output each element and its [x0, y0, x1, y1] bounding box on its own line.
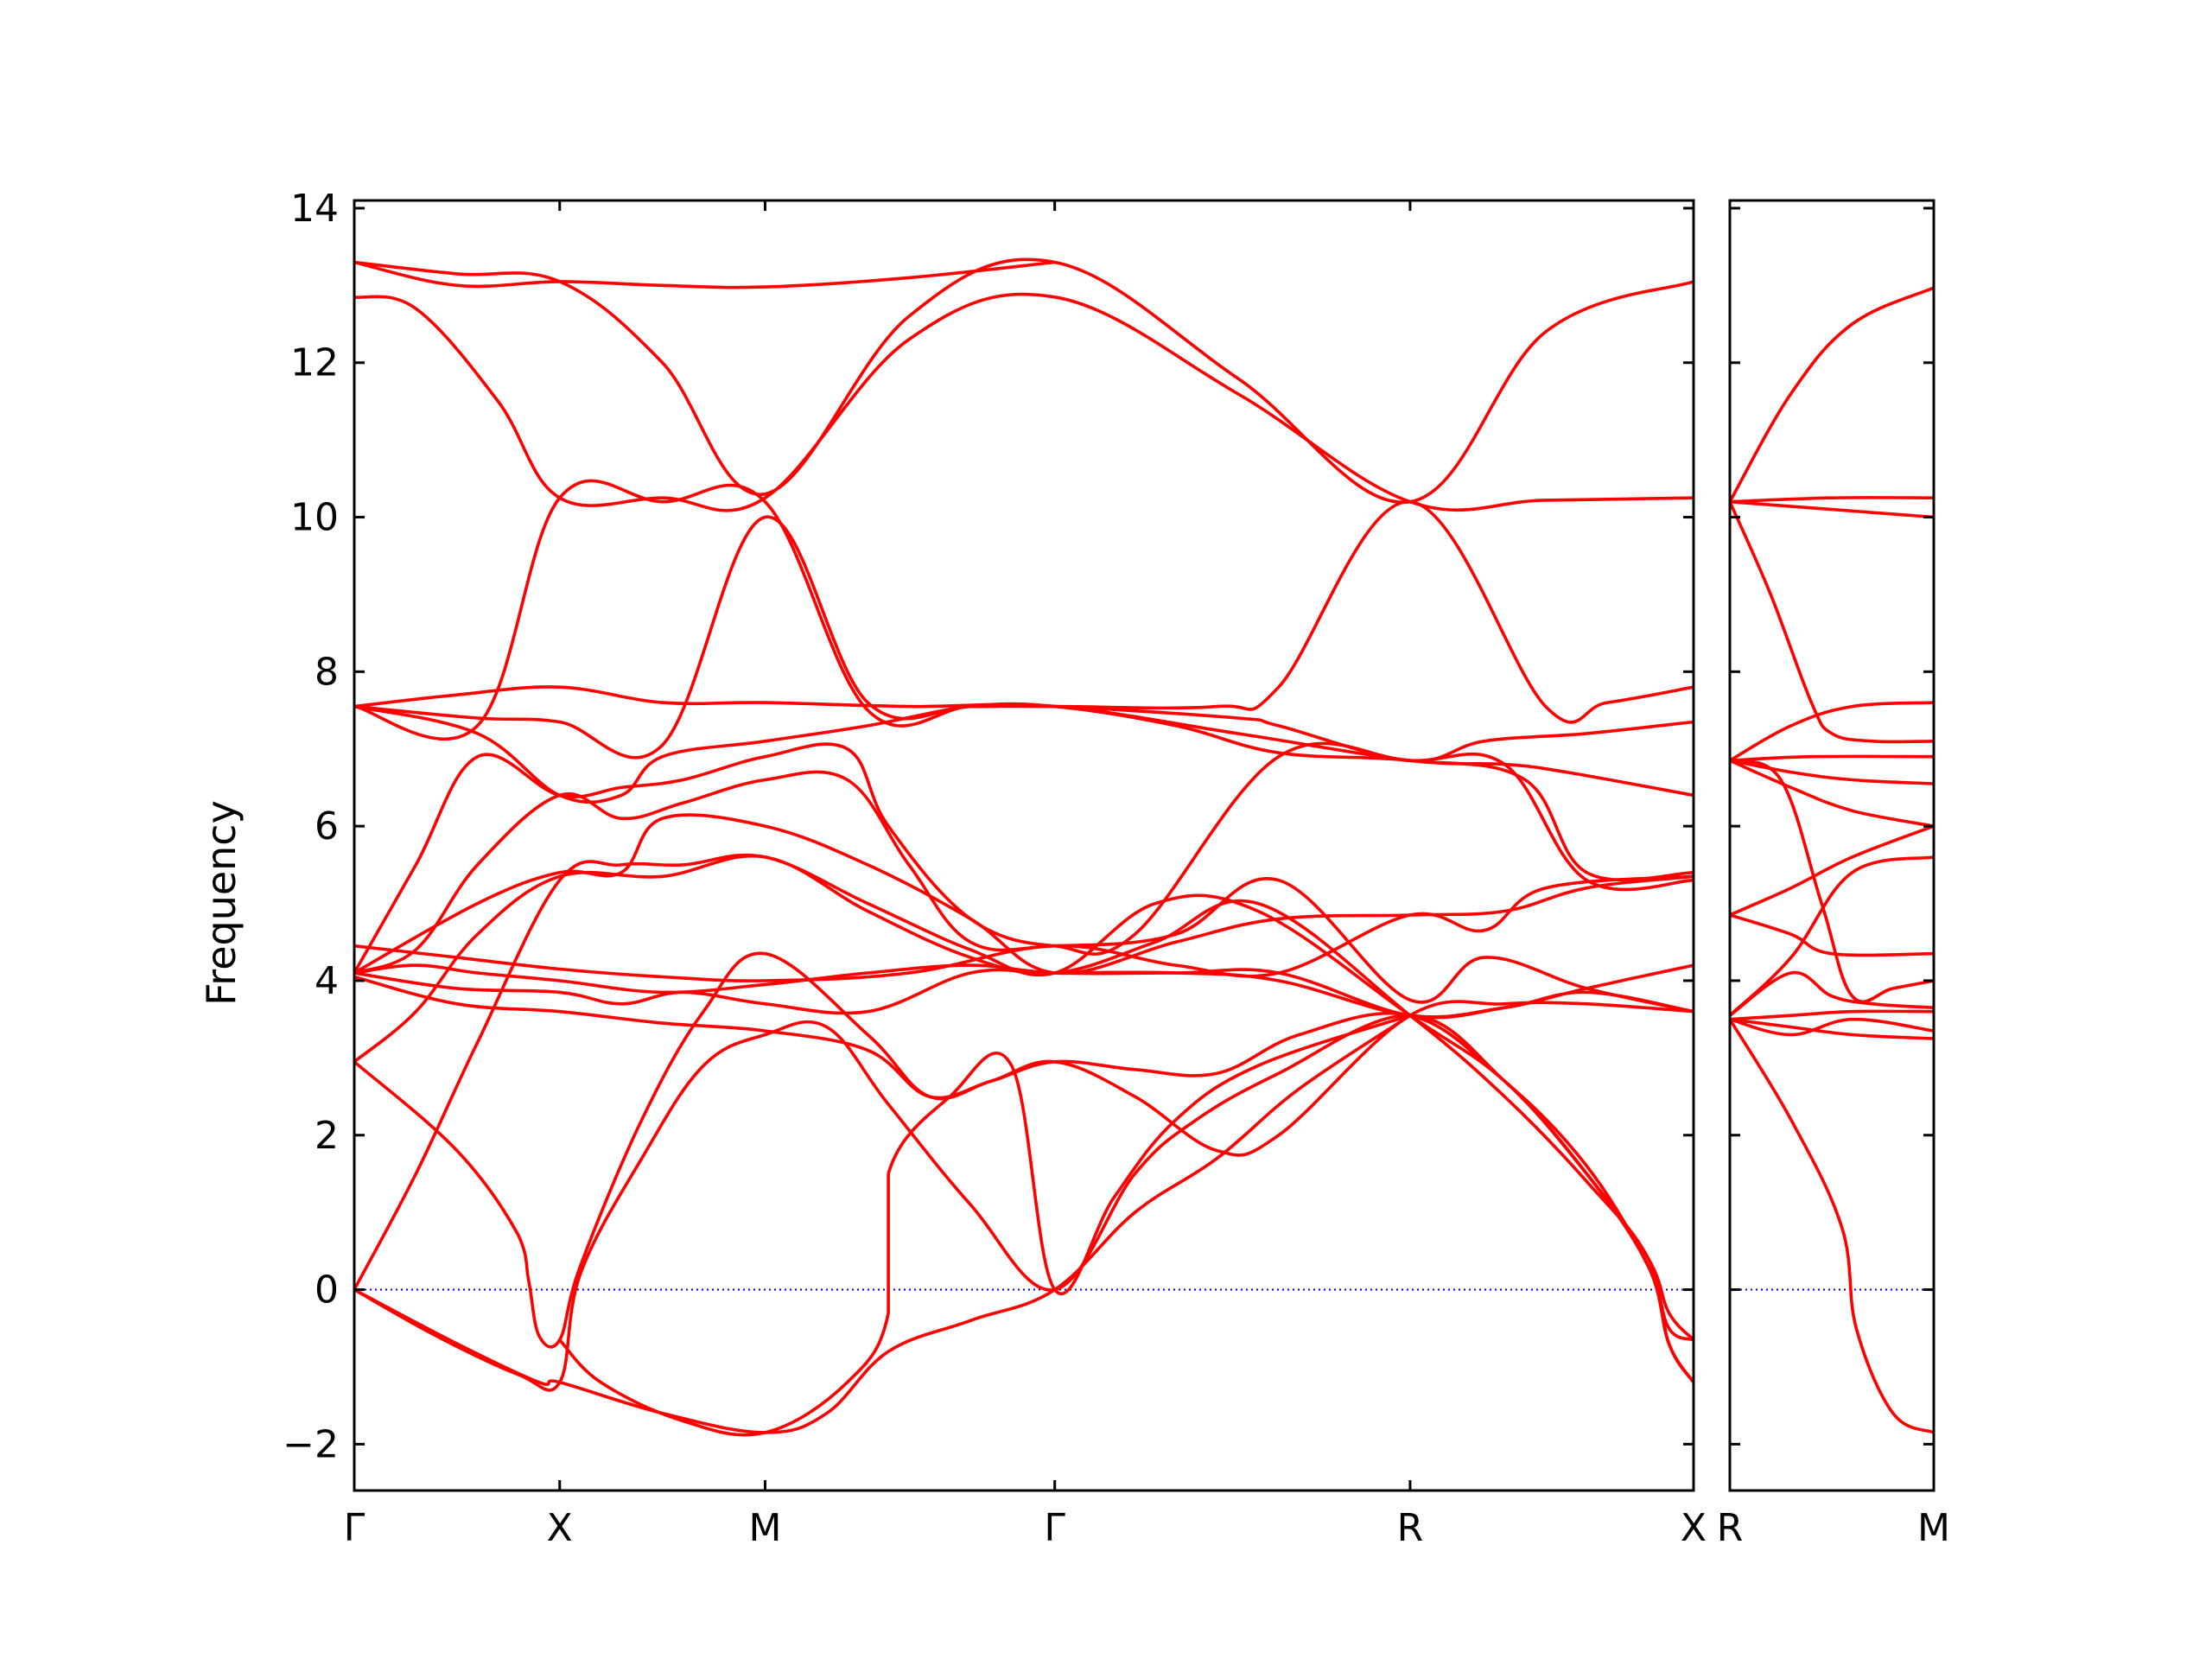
phonon-band-8 — [1730, 759, 1934, 828]
bands-group — [1730, 286, 1934, 1434]
phonon-band-17 — [1730, 1017, 1934, 1434]
phonon-band-7 — [354, 702, 1694, 882]
phonon-band-20 — [557, 1014, 1412, 1437]
x-tick-label: X — [547, 1506, 573, 1550]
phonon-band-3 — [1730, 499, 1934, 519]
phonon-band-8 — [354, 741, 1694, 975]
x-tick-label: M — [1917, 1506, 1950, 1550]
phonon-band-5 — [354, 515, 1694, 763]
x-tick-label: M — [748, 1506, 781, 1550]
x-tick-label: R — [1397, 1506, 1424, 1550]
y-tick-label: 12 — [290, 341, 339, 385]
bands-group — [354, 257, 1694, 1437]
phonon-band-14 — [354, 975, 1694, 1157]
x-tick-label: Γ — [1044, 1506, 1065, 1550]
y-tick-label: 0 — [315, 1268, 339, 1313]
phonon-band-11 — [1730, 913, 1934, 957]
phonon-band-2 — [354, 257, 1694, 505]
y-tick-label: 10 — [290, 496, 339, 540]
phonon-band-3 — [354, 292, 1694, 512]
phonon-band-7 — [1730, 759, 1934, 785]
phonon-band-12 — [1730, 970, 1934, 1017]
phonon-band-15 — [1730, 1017, 1934, 1040]
phonon-band-13 — [1730, 855, 1934, 1017]
plot-frame — [1728, 199, 1936, 1492]
phonon-band-4 — [1730, 499, 1934, 744]
y-tick-label: 14 — [290, 187, 339, 231]
x-tick-label: R — [1717, 1506, 1744, 1550]
phonon-band-2 — [1730, 496, 1934, 504]
phonon-band-5 — [1730, 701, 1934, 762]
phonon-band-14 — [1730, 1009, 1934, 1021]
plot-frame — [353, 199, 1695, 1492]
phonon-band-1 — [1730, 286, 1934, 504]
y-tick-label: −2 — [283, 1422, 339, 1466]
y-tick-label: 2 — [315, 1114, 339, 1158]
phonon-band-11 — [354, 874, 1694, 982]
x-tick-label: X — [1681, 1506, 1707, 1550]
y-axis-label: Frequency — [198, 800, 245, 1006]
y-tick-label: 4 — [315, 959, 339, 1003]
phonon-band-19 — [354, 1014, 1412, 1434]
phonon-band-18 — [354, 1014, 1694, 1392]
y-tick-label: 6 — [315, 804, 339, 849]
phonon-band-16 — [1730, 1017, 1934, 1037]
phonon-band-9 — [354, 770, 1694, 1014]
x-tick-label: Γ — [344, 1506, 365, 1550]
phonon-band-16 — [354, 854, 1694, 1384]
phonon-band-10 — [1730, 824, 1934, 917]
panel-1: −2 0 2 4 6 8 10 12 14 Γ X M Γ R X — [283, 187, 1707, 1550]
phonon-band-13 — [354, 968, 1694, 1019]
phonon-band-1 — [354, 260, 1057, 289]
phonon-band-4 — [354, 479, 1694, 741]
y-tick-label: 8 — [315, 650, 339, 694]
phonon-band-6 — [1730, 754, 1934, 762]
phonon-band-9 — [1730, 759, 1934, 1003]
